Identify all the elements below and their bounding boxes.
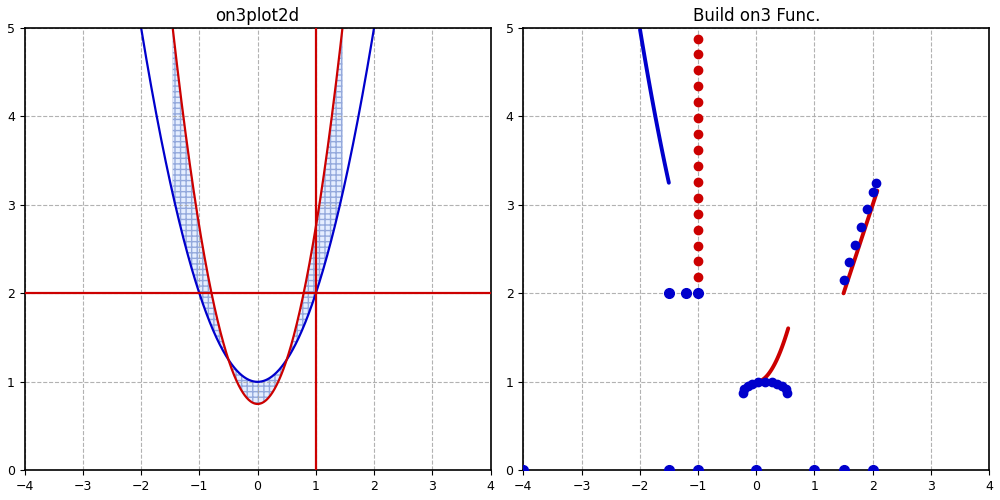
Title: Build on3 Func.: Build on3 Func. xyxy=(693,7,820,25)
Title: on3plot2d: on3plot2d xyxy=(216,7,300,25)
